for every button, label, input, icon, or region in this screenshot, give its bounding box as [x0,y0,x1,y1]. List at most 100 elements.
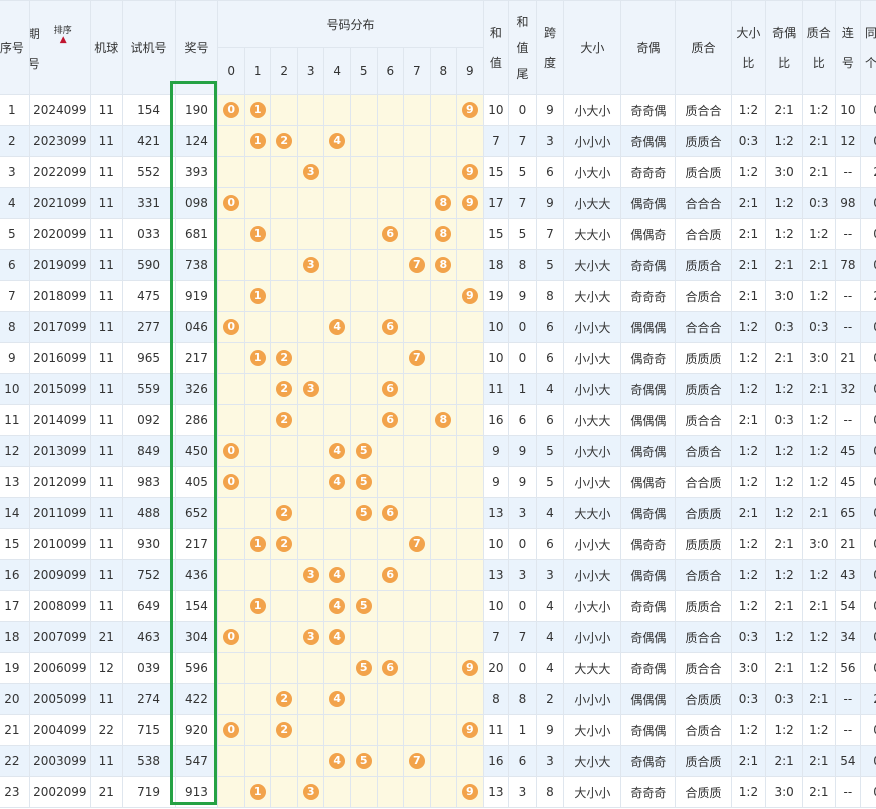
row-test-number: 331 [121,187,176,219]
table-header: 序号 期 号 排序 ▲ 机球 试机号 奖号 号码分布 和值 和值尾 跨度 大小 … [0,0,876,95]
header-period[interactable]: 期 号 排序 ▲ [28,0,91,95]
row-size-ratio: 0:3 [730,683,767,715]
row-machine: 11 [89,745,123,777]
number-ball: 2 [276,350,293,366]
dist-cell-0: 0 [217,311,245,343]
row-consecutive: 21 [834,528,862,560]
dist-cell-5 [349,404,378,436]
row-same-count: 0 [860,714,876,746]
row-size-ratio: 2:1 [730,497,767,529]
dist-cell-3 [296,404,325,436]
dist-cell-6: 6 [376,311,405,343]
row-same-count: 0 [860,311,876,343]
row-consecutive: -- [834,776,862,808]
row-parity-ratio: 1:2 [765,187,803,219]
row-period: 2009099 [28,559,91,591]
dist-cell-4 [323,342,351,374]
row-same-count: 0 [860,745,876,777]
dist-cell-1: 1 [243,280,272,312]
dist-cell-2: 2 [270,497,298,529]
row-period: 2012099 [28,466,91,498]
number-ball: 3 [302,381,319,397]
number-ball: 5 [355,753,372,769]
dist-cell-8 [429,652,458,684]
header-digit-4: 4 [323,47,351,95]
dist-cell-1 [243,714,272,746]
row-prime: 合合合 [675,311,732,343]
row-span: 6 [535,528,565,560]
row-period: 2014099 [28,404,91,436]
row-machine: 11 [89,466,123,498]
dist-cell-3: 3 [296,373,325,405]
row-prime: 合合质 [675,218,732,250]
row-size: 小小大 [563,342,622,374]
row-size-ratio: 1:2 [730,311,767,343]
row-consecutive: -- [834,714,862,746]
row-prize-number: 046 [174,311,219,343]
dist-cell-7 [403,373,431,405]
row-prime: 合质合 [675,280,732,312]
table-row: 19 2006099 12 039 596 5 6 9 20 0 4 大大大 奇奇偶 质合合 3:0 2:1 1… [0,652,876,684]
dist-cell-2 [270,94,298,126]
row-parity-ratio: 2:1 [765,590,803,622]
dist-cell-5 [349,311,378,343]
sort-control[interactable]: 排序 ▲ [54,23,78,47]
row-seq: 18 [0,621,30,653]
dist-cell-5 [349,621,378,653]
table-row: 13 2012099 11 983 405 0 4 5 9 9 5 小小大 偶偶奇 合合质 1:2 1:2 1:… [0,466,876,498]
dist-cell-9 [456,683,484,715]
header-test-number: 试机号 [121,0,176,95]
dist-cell-5 [349,776,378,808]
dist-cell-8 [429,373,458,405]
dist-cell-1: 1 [243,342,272,374]
dist-cell-8 [429,94,458,126]
row-parity: 偶偶奇 [620,218,677,250]
dist-cell-5 [349,218,378,250]
row-span: 6 [535,311,565,343]
row-machine: 12 [89,652,123,684]
row-size-ratio: 0:3 [730,125,767,157]
number-ball: 0 [223,443,240,459]
row-prize-number: 190 [174,94,219,126]
row-sum-tail: 1 [508,714,537,746]
dist-cell-1 [243,652,272,684]
row-prime: 合合质 [675,466,732,498]
dist-cell-9 [456,466,484,498]
row-prime: 质合合 [675,94,732,126]
dist-cell-2 [270,745,298,777]
row-prime-ratio: 1:2 [801,559,836,591]
row-same-count: 0 [860,187,876,219]
row-seq: 5 [0,218,30,250]
row-size-ratio: 1:2 [730,559,767,591]
row-consecutive: 10 [834,94,862,126]
dist-cell-6 [376,621,405,653]
dist-cell-8 [429,156,458,188]
sort-label[interactable]: 排序 [53,26,72,36]
row-size-ratio: 1:2 [730,466,767,498]
table-row: 10 2015099 11 559 326 2 3 6 11 1 4 小小大 奇偶偶 质质合 1:2 1:2 2… [0,373,876,405]
dist-cell-7 [403,497,431,529]
dist-cell-6: 6 [376,652,405,684]
dist-cell-1 [243,435,272,467]
row-same-count: 2 [860,156,876,188]
row-sum-tail: 0 [508,94,537,126]
dist-cell-7: 7 [403,342,431,374]
number-ball: 1 [249,102,266,118]
number-ball: 2 [276,505,293,521]
row-size: 小小大 [563,373,622,405]
row-sum: 18 [482,249,510,281]
sort-arrow-icon[interactable]: ▲ [59,35,67,45]
dist-cell-9: 9 [456,187,484,219]
dist-cell-7 [403,621,431,653]
row-parity: 偶奇偶 [620,559,677,591]
dist-cell-6: 6 [376,373,405,405]
dist-cell-0 [217,342,245,374]
row-consecutive: 45 [834,435,862,467]
dist-cell-9: 9 [456,714,484,746]
row-size-ratio: 2:1 [730,745,767,777]
row-parity: 奇奇奇 [620,280,677,312]
number-ball: 2 [276,412,293,428]
row-sum: 8 [482,683,510,715]
row-period: 2018099 [28,280,91,312]
row-machine: 11 [89,94,123,126]
